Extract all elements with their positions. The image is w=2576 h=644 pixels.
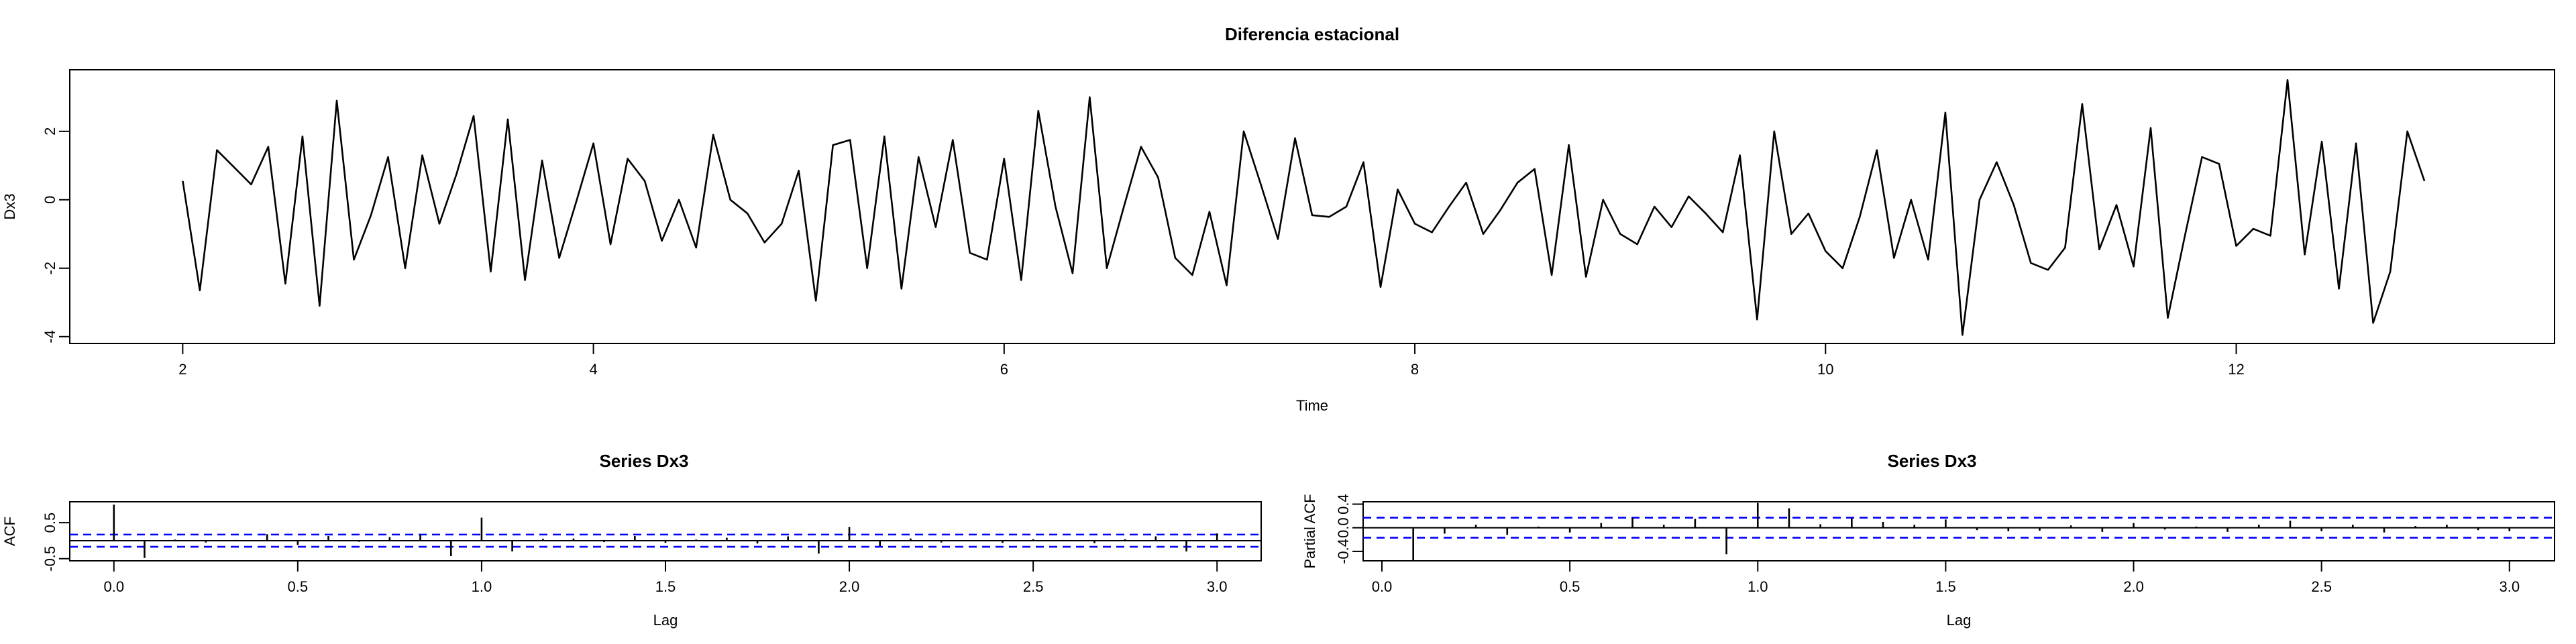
pacf-x-tick-label: 2.5 [2311,578,2332,595]
pacf-plot-frame [1362,501,2555,561]
x-tick-label: 12 [2228,361,2244,378]
time-series-x-label: Time [1296,397,1328,414]
acf-axes: 0.0 0.5 1.0 1.5 2.0 2.5 3.0 -0.5 0.5 [42,513,1228,595]
x-tick-label: 4 [589,361,597,378]
acf-marks [70,504,1261,558]
acf-x-tick-label: 1.0 [472,578,492,595]
acf-x-tick-label: 2.5 [1023,578,1044,595]
acf-x-tick-label: 2.0 [839,578,860,595]
time-series-line [182,79,2426,336]
pacf-marks [1363,502,2555,561]
acf-title: Series Dx3 [600,451,689,471]
x-tick-label: 6 [1000,361,1008,378]
y-tick-label: -4 [42,330,58,343]
pacf-x-label: Lag [1947,612,1972,629]
x-tick-label: 10 [1817,361,1833,378]
acf-y-tick-label: 0.5 [42,513,58,533]
acf-panel: Series Dx3 Lag ACF 0.0 0.5 1.0 1.5 2.0 2.5 3.0… [1,451,1262,629]
pacf-y-tick-label: -0.4 [1335,539,1352,564]
acf-x-label: Lag [653,612,678,629]
x-tick-label: 8 [1411,361,1419,378]
y-tick-label: 0 [42,196,58,204]
pacf-panel: Series Dx3 Lag Partial ACF 0.0 0.5 1.0 1.5 2… [1301,451,2555,629]
x-tick-label: 2 [178,361,186,378]
pacf-x-tick-label: 0.5 [1560,578,1580,595]
time-series-y-label: Dx3 [1,193,18,219]
pacf-axes: 0.0 0.5 1.0 1.5 2.0 2.5 3.0-0.40.00.4 [1335,494,2520,595]
acf-x-tick-label: 3.0 [1207,578,1228,595]
pacf-y-tick-label: 0.0 [1335,517,1352,538]
y-tick-label: -2 [42,262,58,275]
pacf-x-tick-label: 1.5 [1935,578,1956,595]
acf-x-tick-label: 0.5 [288,578,309,595]
pacf-x-tick-label: 1.0 [1748,578,1768,595]
pacf-y-label: Partial ACF [1301,494,1318,568]
pacf-x-tick-label: 3.0 [2499,578,2520,595]
time-series-plot-frame [69,69,2555,344]
acf-x-tick-label: 0.0 [103,578,124,595]
time-series-axes: 2 4 6 8 10 12 -4 -2 0 2 [42,127,2245,378]
y-tick-label: 2 [42,127,58,136]
acf-y-tick-label: -0.5 [42,546,58,572]
pacf-y-tick-label: 0.4 [1335,494,1352,515]
acf-x-tick-label: 1.5 [655,578,676,595]
time-series-panel: Diferencia estacional Time Dx3 2 4 6 8 10 12 -… [1,24,2555,414]
acf-plot-frame [69,501,1262,561]
pacf-title: Series Dx3 [1888,451,1977,471]
time-series-title: Diferencia estacional [1225,24,1399,44]
pacf-x-tick-label: 0.0 [1372,578,1393,595]
pacf-x-tick-label: 2.0 [2123,578,2144,595]
acf-y-label: ACF [1,517,18,546]
